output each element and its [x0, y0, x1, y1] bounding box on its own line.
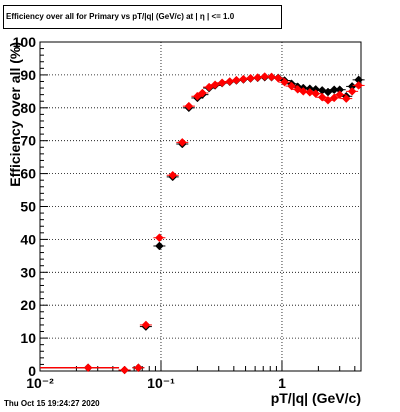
- data-point: [232, 75, 241, 85]
- data-point: [133, 363, 143, 373]
- data-point: [329, 93, 339, 103]
- y-tick-label: 70: [20, 133, 36, 149]
- y-tick-label: 80: [20, 100, 36, 116]
- data-point: [177, 137, 187, 147]
- y-tick-label: 100: [13, 34, 37, 50]
- data-point: [317, 92, 327, 102]
- data-point: [267, 72, 276, 82]
- grid-lines: [40, 42, 361, 371]
- timestamp: Thu Oct 15 19:24:27 2020: [4, 399, 100, 408]
- data-point: [120, 365, 129, 375]
- data-point: [298, 86, 308, 96]
- x-axis-label: pT/|q| (GeV/c): [271, 390, 361, 406]
- data-point: [239, 74, 248, 84]
- y-tick-label: 30: [20, 264, 36, 280]
- data-point: [323, 95, 333, 105]
- y-tick-label: 40: [20, 231, 36, 247]
- data-point: [347, 86, 357, 96]
- x-tick-label: 10⁻²: [26, 375, 54, 391]
- chart-title-box: Efficiency over all for Primary vs pT/|q…: [3, 5, 282, 29]
- data-point: [141, 320, 151, 330]
- data-point: [246, 73, 255, 83]
- data-point: [198, 88, 207, 98]
- data-point: [155, 241, 164, 251]
- data-point: [354, 81, 363, 90]
- y-tick-label: 60: [20, 166, 36, 182]
- chart-title: Efficiency over all for Primary vs pT/|q…: [6, 12, 235, 21]
- data-point: [287, 81, 296, 91]
- data-point: [311, 89, 321, 99]
- y-tick-label: 50: [20, 199, 36, 215]
- y-tick-label: 0: [28, 363, 36, 379]
- y-tick-label: 90: [20, 67, 36, 83]
- y-axis-label: Efficiency over all (%): [7, 42, 23, 187]
- x-tick-label: 10⁻¹: [147, 375, 175, 391]
- data-point: [305, 87, 315, 97]
- y-tick-label: 10: [20, 330, 36, 346]
- y-tick-label: 20: [20, 297, 36, 313]
- data-point: [253, 73, 263, 82]
- data-point: [184, 101, 194, 111]
- x-tick-label: 1: [278, 375, 286, 391]
- data-point: [280, 77, 289, 87]
- data-point: [225, 77, 235, 86]
- data-point: [273, 73, 283, 83]
- data-point: [260, 72, 270, 81]
- data-point: [83, 363, 93, 373]
- axis-labels: 0 10 20 30 40 50 60 70 80 90 100 10⁻² 10⁻¹ 1pT/|q| (G…: [7, 34, 361, 406]
- data-marks: [40, 72, 365, 375]
- data-point: [168, 170, 178, 180]
- axes: [39, 41, 362, 372]
- data-point: [335, 90, 345, 99]
- data-point: [341, 94, 351, 103]
- data-point: [155, 233, 164, 243]
